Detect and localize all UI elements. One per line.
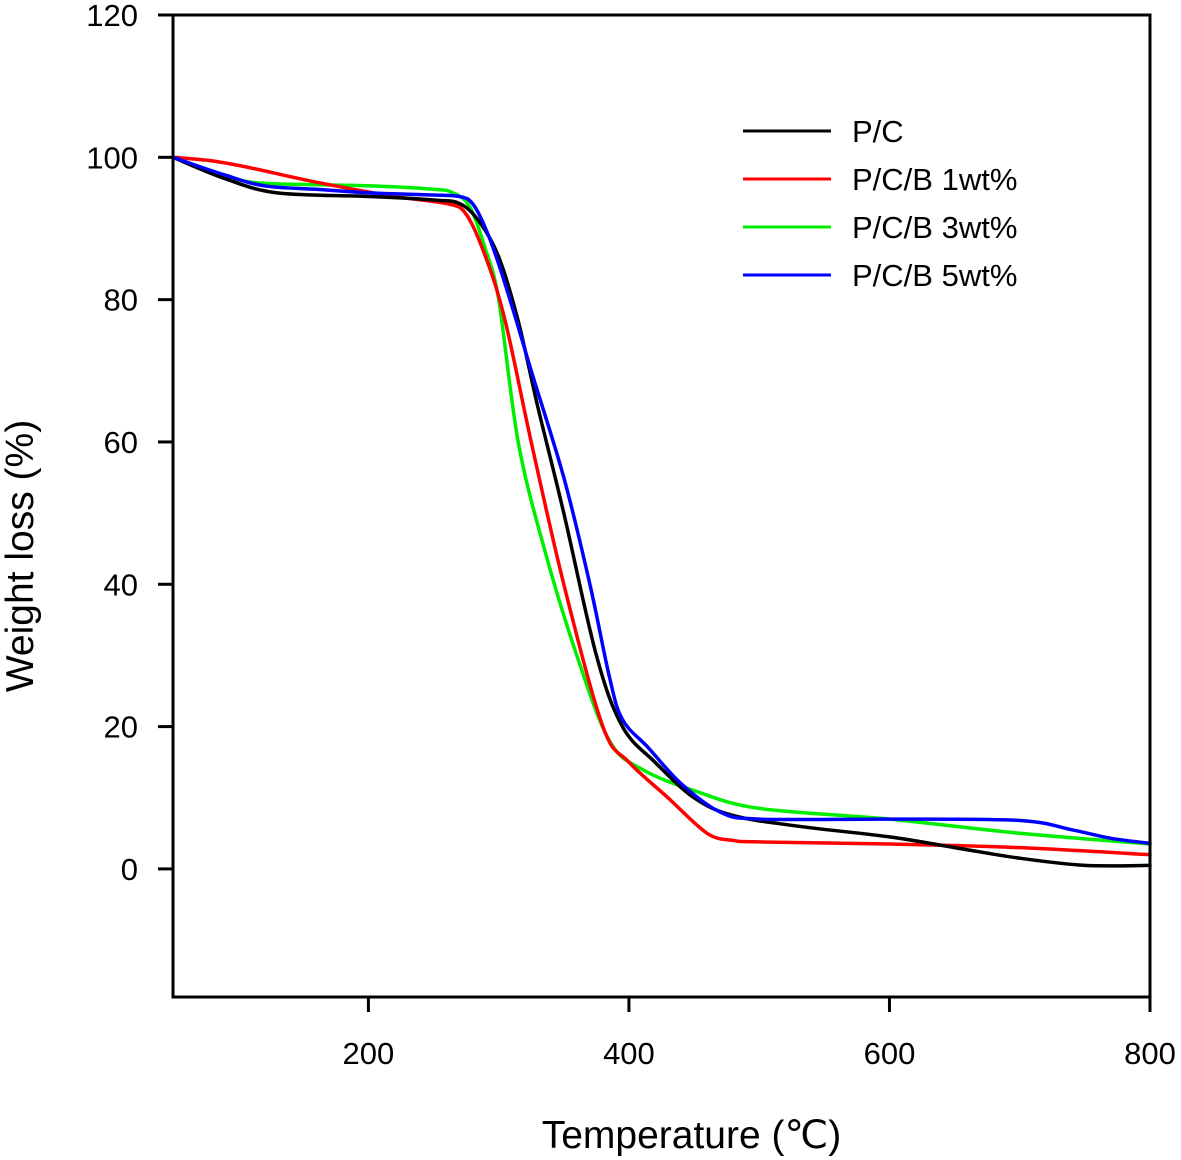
series-line-p-c [171,155,1152,868]
legend-item: P/C [743,114,904,149]
x-tick-label: 600 [864,1036,916,1071]
legend-item: P/C/B 5wt% [743,258,1017,293]
series-line-p-c-b-5wt [171,155,1152,846]
y-tick-label: 100 [86,140,138,175]
y-tick-label: 0 [121,852,138,887]
x-tick-label: 200 [343,1036,395,1071]
y-tick-label: 60 [104,425,138,460]
y-tick-label: 80 [104,283,138,318]
x-axis-title: Temperature (℃) [542,1114,842,1157]
legend: P/C P/C/B 1wt% P/C/B 3wt% P/C/B 5wt% [743,114,1017,293]
legend-label: P/C [852,114,904,149]
legend-label: P/C/B 1wt% [852,162,1017,197]
series-lines [171,155,1152,868]
x-tick-label: 400 [603,1036,655,1071]
legend-label: P/C/B 5wt% [852,258,1017,293]
y-axis-title: Weight loss (%) [0,420,42,692]
x-axis: 200 400 600 800 [343,997,1176,1071]
legend-item: P/C/B 1wt% [743,162,1017,197]
y-axis: 0 20 40 60 80 100 120 [86,0,173,887]
series-line-p-c-b-1wt [171,155,1152,857]
y-tick-label: 40 [104,567,138,602]
legend-item: P/C/B 3wt% [743,210,1017,245]
y-tick-label: 120 [86,0,138,33]
plot-frame [171,13,1152,999]
legend-label: P/C/B 3wt% [852,210,1017,245]
y-tick-label: 20 [104,710,138,745]
x-tick-label: 800 [1124,1036,1176,1071]
